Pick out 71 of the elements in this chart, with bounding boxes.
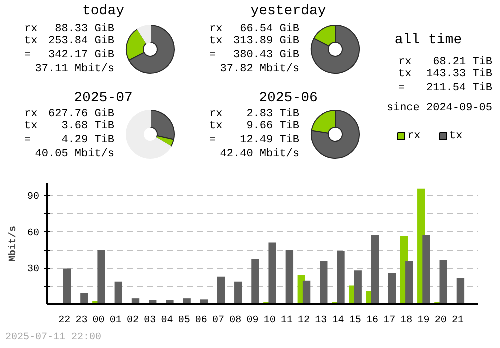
text: 42.40 Mbit/s — [220, 148, 300, 160]
x-tick-label: 14 — [332, 316, 344, 326]
text: tx — [24, 36, 38, 48]
x-tick-label: 12 — [298, 316, 310, 326]
y-tick-label: 30 — [28, 264, 40, 276]
text: 2.83 TiB — [246, 108, 300, 120]
x-tick-label: 07 — [212, 316, 225, 326]
text: 37.11 Mbit/s — [35, 64, 115, 76]
x-tick-label: 22 — [58, 316, 71, 326]
text: 3.68 TiB — [62, 120, 115, 132]
text: rx — [24, 108, 38, 120]
text: 342.17 GiB — [48, 50, 115, 62]
text: tx — [210, 120, 224, 132]
x-tick-label: 00 — [92, 316, 105, 326]
x-tick-label: 04 — [161, 316, 174, 326]
chart-title: 2025-06 — [259, 90, 318, 106]
text: = — [24, 134, 32, 146]
x-tick-label: 02 — [127, 316, 140, 326]
text: all time — [394, 32, 462, 48]
text: 4.29 TiB — [62, 134, 115, 146]
text: = — [210, 50, 216, 62]
chart-title: today — [82, 4, 125, 20]
text: tx — [398, 68, 412, 80]
text: 313.89 GiB — [233, 36, 300, 48]
legend-label: tx — [450, 130, 464, 142]
y-tick-label: 60 — [28, 228, 40, 240]
legend-label: rx — [408, 130, 422, 142]
text: rx — [210, 108, 224, 120]
text: tx — [210, 36, 224, 48]
text: = — [24, 50, 32, 62]
text: = — [210, 134, 216, 146]
x-tick-label: 21 — [452, 316, 464, 326]
x-tick-label: 08 — [230, 316, 242, 326]
x-tick-label: 17 — [384, 316, 396, 326]
text: 253.84 GiB — [48, 36, 115, 48]
y-tick-label: 90 — [28, 192, 40, 204]
x-tick-label: 13 — [315, 316, 328, 326]
text: = — [398, 82, 406, 94]
text: 88.33 GiB — [55, 24, 115, 36]
x-tick-label: 19 — [418, 316, 430, 326]
text: 2025-07-11 22:00 — [6, 332, 102, 344]
x-tick-label: 11 — [280, 316, 293, 326]
text: rx — [398, 56, 412, 68]
text: rx — [24, 24, 38, 36]
x-tick-label: 18 — [400, 316, 413, 326]
x-tick-label: 16 — [366, 316, 378, 326]
x-tick-label: 05 — [178, 316, 190, 326]
text: 9.66 TiB — [246, 120, 300, 132]
x-tick-label: 10 — [264, 316, 276, 326]
x-tick-label: 20 — [434, 316, 447, 326]
text: rx — [210, 24, 224, 36]
x-tick-label: 06 — [195, 316, 208, 326]
chart-title: 2025-07 — [74, 90, 133, 106]
text: since 2024-09-05 — [386, 102, 493, 114]
text: 66.54 GiB — [240, 24, 300, 36]
text: tx — [24, 120, 38, 132]
text: 40.05 Mbit/s — [35, 148, 115, 160]
text: 211.54 TiB — [426, 82, 493, 94]
text: 627.76 GiB — [48, 108, 115, 120]
text: 37.82 Mbit/s — [220, 64, 300, 76]
x-tick-label: 23 — [76, 316, 88, 326]
x-tick-label: 01 — [110, 316, 122, 326]
text: 68.21 TiB — [433, 56, 493, 68]
x-tick-label: 15 — [349, 316, 362, 326]
chart-title: yesterday — [250, 4, 326, 20]
text: 380.43 GiB — [233, 50, 300, 62]
y-axis-title: Mbit/s — [8, 226, 20, 262]
x-tick-label: 09 — [246, 316, 259, 326]
text: 143.33 TiB — [426, 68, 493, 80]
x-tick-label: 03 — [144, 316, 156, 326]
text: 12.49 TiB — [240, 134, 300, 146]
